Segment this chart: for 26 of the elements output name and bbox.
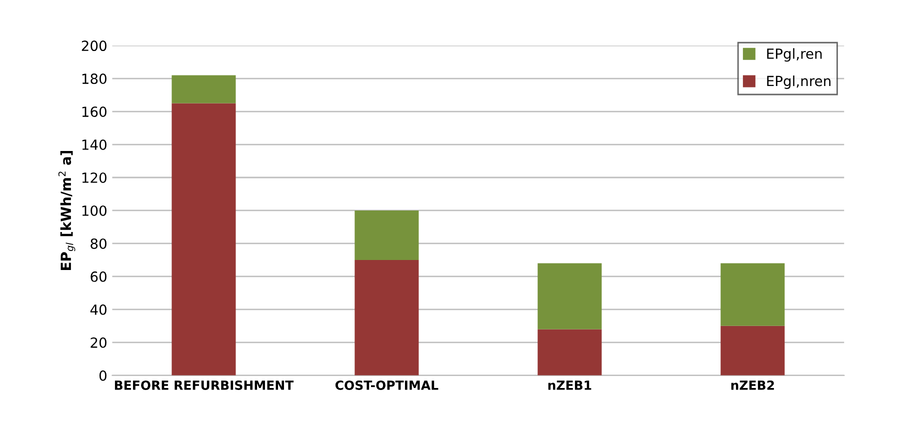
y-tick-label: 20: [90, 337, 106, 348]
y-tick-label: 180: [82, 74, 106, 84]
y-tick-label: 160: [82, 106, 106, 118]
x-tick-label: nZEB1: [548, 380, 592, 390]
y-tick-label: 140: [82, 139, 106, 150]
bar: [354, 260, 419, 376]
y-tick-label: 60: [90, 271, 106, 282]
x-tick-label: nZEB2: [731, 380, 774, 390]
y-tick-label: 100: [82, 205, 106, 216]
bar: [538, 263, 602, 330]
bar: [354, 210, 419, 260]
y-tick-label: 80: [90, 238, 106, 249]
bar: [538, 329, 602, 376]
y-tick-label: 120: [82, 172, 106, 183]
y-tick-label: 0: [99, 370, 106, 381]
x-tick-label: BEFORE REFURBISHMENT: [114, 380, 294, 390]
y-axis-title: EP$_{gl}$ [kWh/m$^{2}$ a]: [58, 150, 76, 270]
legend-label: EPgl,nren: [767, 76, 830, 89]
y-tick-label: 40: [90, 304, 106, 315]
bar: [172, 103, 236, 376]
x-tick-label: COST-OPTIMAL: [335, 380, 438, 390]
y-tick-label: 200: [82, 40, 106, 52]
bar: [720, 263, 785, 326]
bar: [172, 75, 236, 104]
legend-label: EPgl,ren: [767, 48, 822, 62]
bar: [720, 326, 785, 376]
